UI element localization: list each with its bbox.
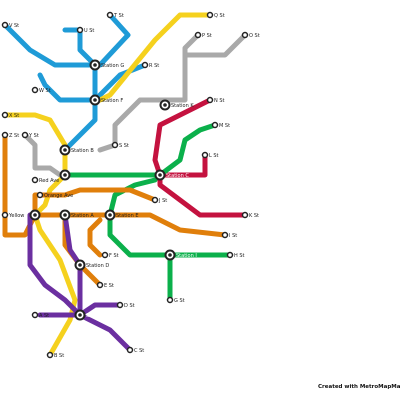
label-a-st: A St [39,313,49,319]
orange-line-f [87,217,103,258]
label-p-st: P St [202,33,212,39]
stop-orange-ave[interactable] [36,191,44,199]
label-b-st: B St [54,353,64,359]
label-d-st: D St [124,303,135,309]
stop-yellow-west[interactable] [1,211,9,219]
label-y-st: Y St [28,133,39,139]
stop-red-ave[interactable] [31,176,39,184]
orange-line-north [32,187,158,218]
stop-m-st[interactable] [211,121,219,129]
stop-l-st[interactable] [201,151,209,159]
stop-a-st[interactable] [31,311,39,319]
stop-w-st[interactable] [31,86,39,94]
orange-line [2,132,228,238]
stop-u-st[interactable] [76,26,84,34]
green-line [62,122,218,178]
label-station-k: Station K [171,103,194,109]
label-station-c: Station C [166,173,189,179]
stop-r-st[interactable] [141,61,149,69]
label-station-g: Station G [101,63,124,69]
gray-line-branch [182,32,201,58]
stop-s-st[interactable] [111,141,119,149]
credit-text: Created with MetroMapMaker.com [318,384,400,390]
label-q-st: Q St [214,13,225,19]
yellow-line-south [2,112,78,358]
label-s-st: S St [119,143,129,149]
label-station-h: Station H [86,313,109,319]
label-station-i: Station I [176,253,197,259]
stop-i-st[interactable] [221,231,229,239]
label-f-st: F St [109,253,119,259]
purple-line [27,212,83,318]
stop-t-st[interactable] [106,11,114,19]
label-m-st: M St [219,123,230,129]
gray-line-west [22,132,63,178]
label-x-st: X St [9,113,19,119]
blue-line [2,22,98,153]
label-t-st: T St [113,13,124,19]
stop-h-st[interactable] [226,251,234,259]
label-g-st: G St [174,298,185,304]
label-station-d: Station D [86,263,109,269]
stop-f-st[interactable] [101,251,109,259]
red-line-east [157,152,208,178]
purple-line-north [62,212,83,318]
label-e-st: E St [104,283,114,289]
stop-e-st[interactable] [96,281,104,289]
stop-c-st[interactable] [126,346,134,354]
label-station-b: Station B [71,148,94,154]
label-c-st: C St [134,348,144,354]
label-orange-ave: Orange Ave [44,193,73,199]
label-i-st: I St [229,233,237,239]
red-line [152,97,213,178]
stop-y-st[interactable] [21,131,29,139]
label-l-st: L St [209,153,219,159]
label-k-st: K St [249,213,259,219]
stop-p-st[interactable] [194,31,202,39]
green-line-south [107,212,173,303]
stop-k-st[interactable] [241,211,249,219]
blue-line-north [97,12,131,68]
purple-line-east [77,302,123,318]
label-red-ave: Red Ave [39,178,59,184]
label-station-f: Station F [101,98,123,104]
stop-q-st[interactable] [206,11,214,19]
stop-v-st[interactable] [1,21,9,29]
label-h-st: H St [234,253,245,259]
label-r-st: R St [149,63,159,69]
stop-x-st[interactable] [1,111,9,119]
label-station-a: Station A [71,213,94,219]
label-station-e: Station E [116,213,139,219]
label-o-st: O St [249,33,260,39]
stop-d-st[interactable] [116,301,124,309]
label-u-st: U St [84,28,94,34]
stop-g-st[interactable] [166,296,174,304]
blue-line-u [62,27,98,68]
label-yellow: Yellow [8,213,24,219]
red-line-k [157,172,248,218]
stop-o-st[interactable] [241,31,249,39]
purple-line-c [77,312,133,353]
stop-j-st[interactable] [151,196,159,204]
yellow-line [97,12,213,103]
gray-line [97,32,248,153]
stop-b-st[interactable] [46,351,54,359]
label-j-st: J St [158,198,167,204]
stop-z-st[interactable] [1,131,9,139]
label-w-st: W St [39,88,51,94]
stop-n-st[interactable] [206,96,214,104]
label-v-st: V St [9,23,19,29]
label-n-st: N St [214,98,225,104]
blue-line-r [37,62,148,103]
label-z-st: Z St [9,133,19,139]
